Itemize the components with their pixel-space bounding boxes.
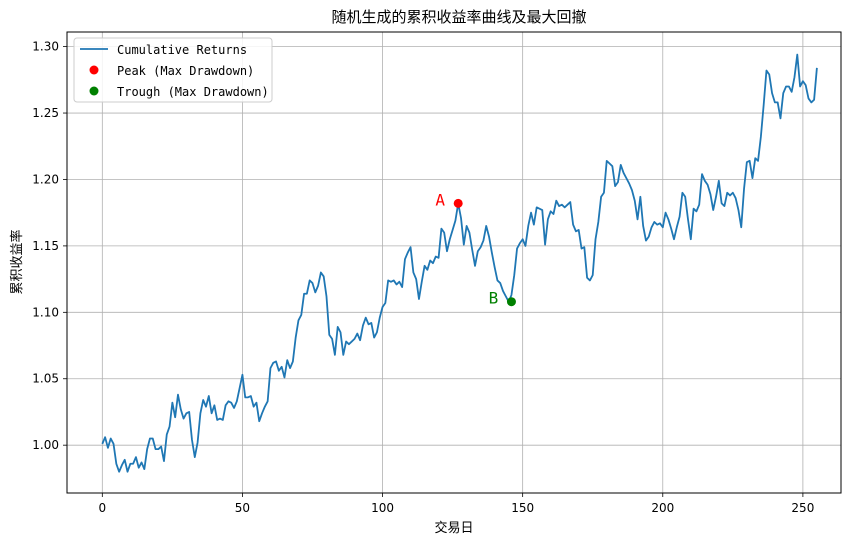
legend-trough-marker-icon [89,86,99,96]
y-tick-label: 1.30 [32,40,59,54]
x-tick-label: 200 [651,501,674,515]
trough-marker [506,297,516,307]
legend-label-trough: Trough (Max Drawdown) [117,85,269,99]
peak-annotation-label: A [435,190,445,209]
x-tick-label: 250 [791,501,814,515]
y-axis-label: 累积收益率 [9,229,25,294]
grid [67,32,841,493]
y-tick-label: 1.10 [32,305,59,319]
peak-marker [453,198,463,208]
axis-ticks: 0 50 100 150 200 250 1.00 1.05 1.10 1.15 1.20 1.25 1… [32,40,814,515]
x-tick-label: 50 [235,501,250,515]
x-tick-label: 150 [511,501,534,515]
y-tick-label: 1.20 [32,172,59,186]
x-axis-label: 交易日 [434,520,473,536]
trough-annotation-label: B [489,289,499,308]
y-tick-label: 1.25 [32,106,59,120]
x-tick-label: 0 [98,501,106,515]
legend: Cumulative Returns Peak (Max Drawdown) T… [73,37,273,103]
y-tick-label: 1.00 [32,438,59,452]
legend-peak-marker-icon [89,65,99,75]
cumulative-returns-line [101,53,818,473]
legend-label-peak: Peak (Max Drawdown) [117,64,254,78]
chart-title: 随机生成的累积收益率曲线及最大回撤 [331,8,586,26]
legend-label-cumulative: Cumulative Returns [117,43,247,57]
y-tick-label: 1.15 [32,239,59,253]
y-tick-label: 1.05 [32,372,59,386]
x-tick-label: 100 [371,501,394,515]
legend-box [73,37,273,103]
series-layer: AB [101,53,818,473]
plot-frame [66,31,842,494]
